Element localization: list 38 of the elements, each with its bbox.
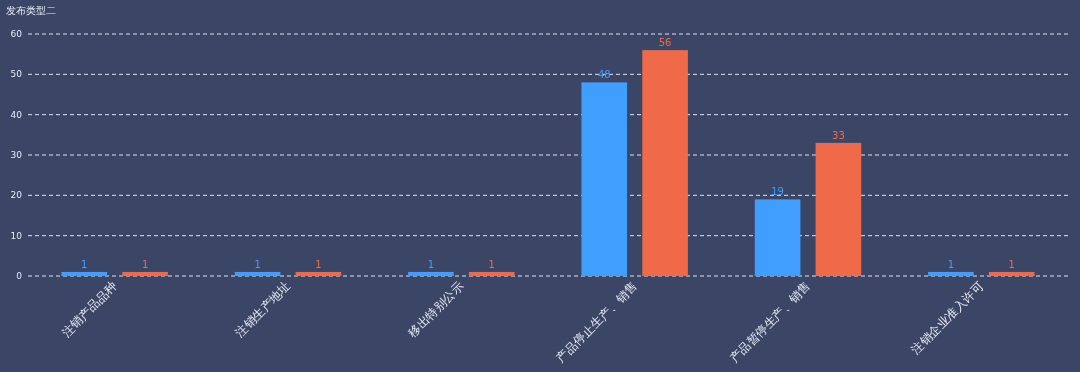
data-label: 1 <box>315 258 322 270</box>
y-tick-label: 50 <box>10 69 23 80</box>
y-tick-label: 60 <box>10 29 23 40</box>
data-label: 1 <box>1008 258 1015 270</box>
y-tick-label: 30 <box>10 150 23 161</box>
data-label: 1 <box>488 258 495 270</box>
data-label: 19 <box>771 186 784 198</box>
data-label: 33 <box>832 129 845 141</box>
data-label: 1 <box>254 258 261 270</box>
bar <box>122 271 168 276</box>
x-tick-label: 注销生产地址 <box>232 279 294 340</box>
x-tick-label: 注销产品品种 <box>58 279 120 340</box>
data-label: 1 <box>427 258 435 270</box>
x-tick-label: 移出特别公示 <box>405 279 467 340</box>
chart-title: 发布类型二 <box>6 5 56 16</box>
bar <box>815 142 862 276</box>
y-tick-label: 40 <box>10 109 23 120</box>
data-label: 1 <box>141 258 149 270</box>
bar <box>581 82 628 276</box>
bar <box>61 271 108 276</box>
x-tick-label: 产品暂停生产、销售 <box>726 279 814 366</box>
data-label: 1 <box>947 258 955 270</box>
y-tick-label: 10 <box>10 230 23 241</box>
bar <box>754 199 801 276</box>
bar <box>295 271 342 276</box>
bar <box>988 271 1035 276</box>
bar <box>468 271 515 276</box>
x-tick-label: 产品停止生产、销售 <box>553 279 640 366</box>
y-tick-label: 0 <box>16 271 23 282</box>
data-label: 56 <box>658 37 672 49</box>
bar <box>642 50 688 276</box>
bar <box>928 271 974 276</box>
x-tick-label: 注销企业准入许可 <box>908 279 987 357</box>
y-tick-label: 20 <box>10 190 23 201</box>
bar <box>234 271 281 276</box>
data-label: 1 <box>81 258 88 270</box>
bar <box>408 271 454 276</box>
data-label: 48 <box>597 69 611 81</box>
